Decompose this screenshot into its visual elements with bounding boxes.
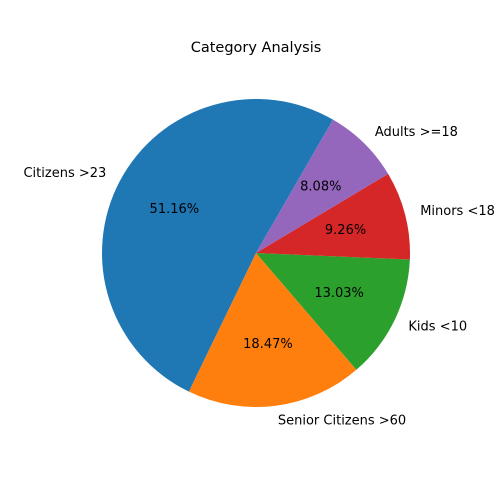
slice-label-senior-citizens-60: Senior Citizens >60: [278, 413, 406, 428]
slice-percent-kids-10: 13.03%: [314, 286, 364, 301]
slice-percent-adults-18: 8.08%: [300, 180, 341, 195]
slice-label-citizens-23: Citizens >23: [23, 166, 106, 181]
pie-slices: [102, 99, 410, 407]
slice-percent-citizens-23: 51.16%: [150, 202, 200, 217]
chart-title: Category Analysis: [191, 40, 322, 56]
slice-label-kids-10: Kids <10: [408, 319, 467, 334]
slice-percent-senior-citizens-60: 18.47%: [243, 337, 293, 352]
slice-label-minors-18: Minors <18: [420, 204, 495, 219]
slice-percent-minors-18: 9.26%: [325, 223, 366, 238]
slice-label-adults-18: Adults >=18: [375, 125, 458, 140]
